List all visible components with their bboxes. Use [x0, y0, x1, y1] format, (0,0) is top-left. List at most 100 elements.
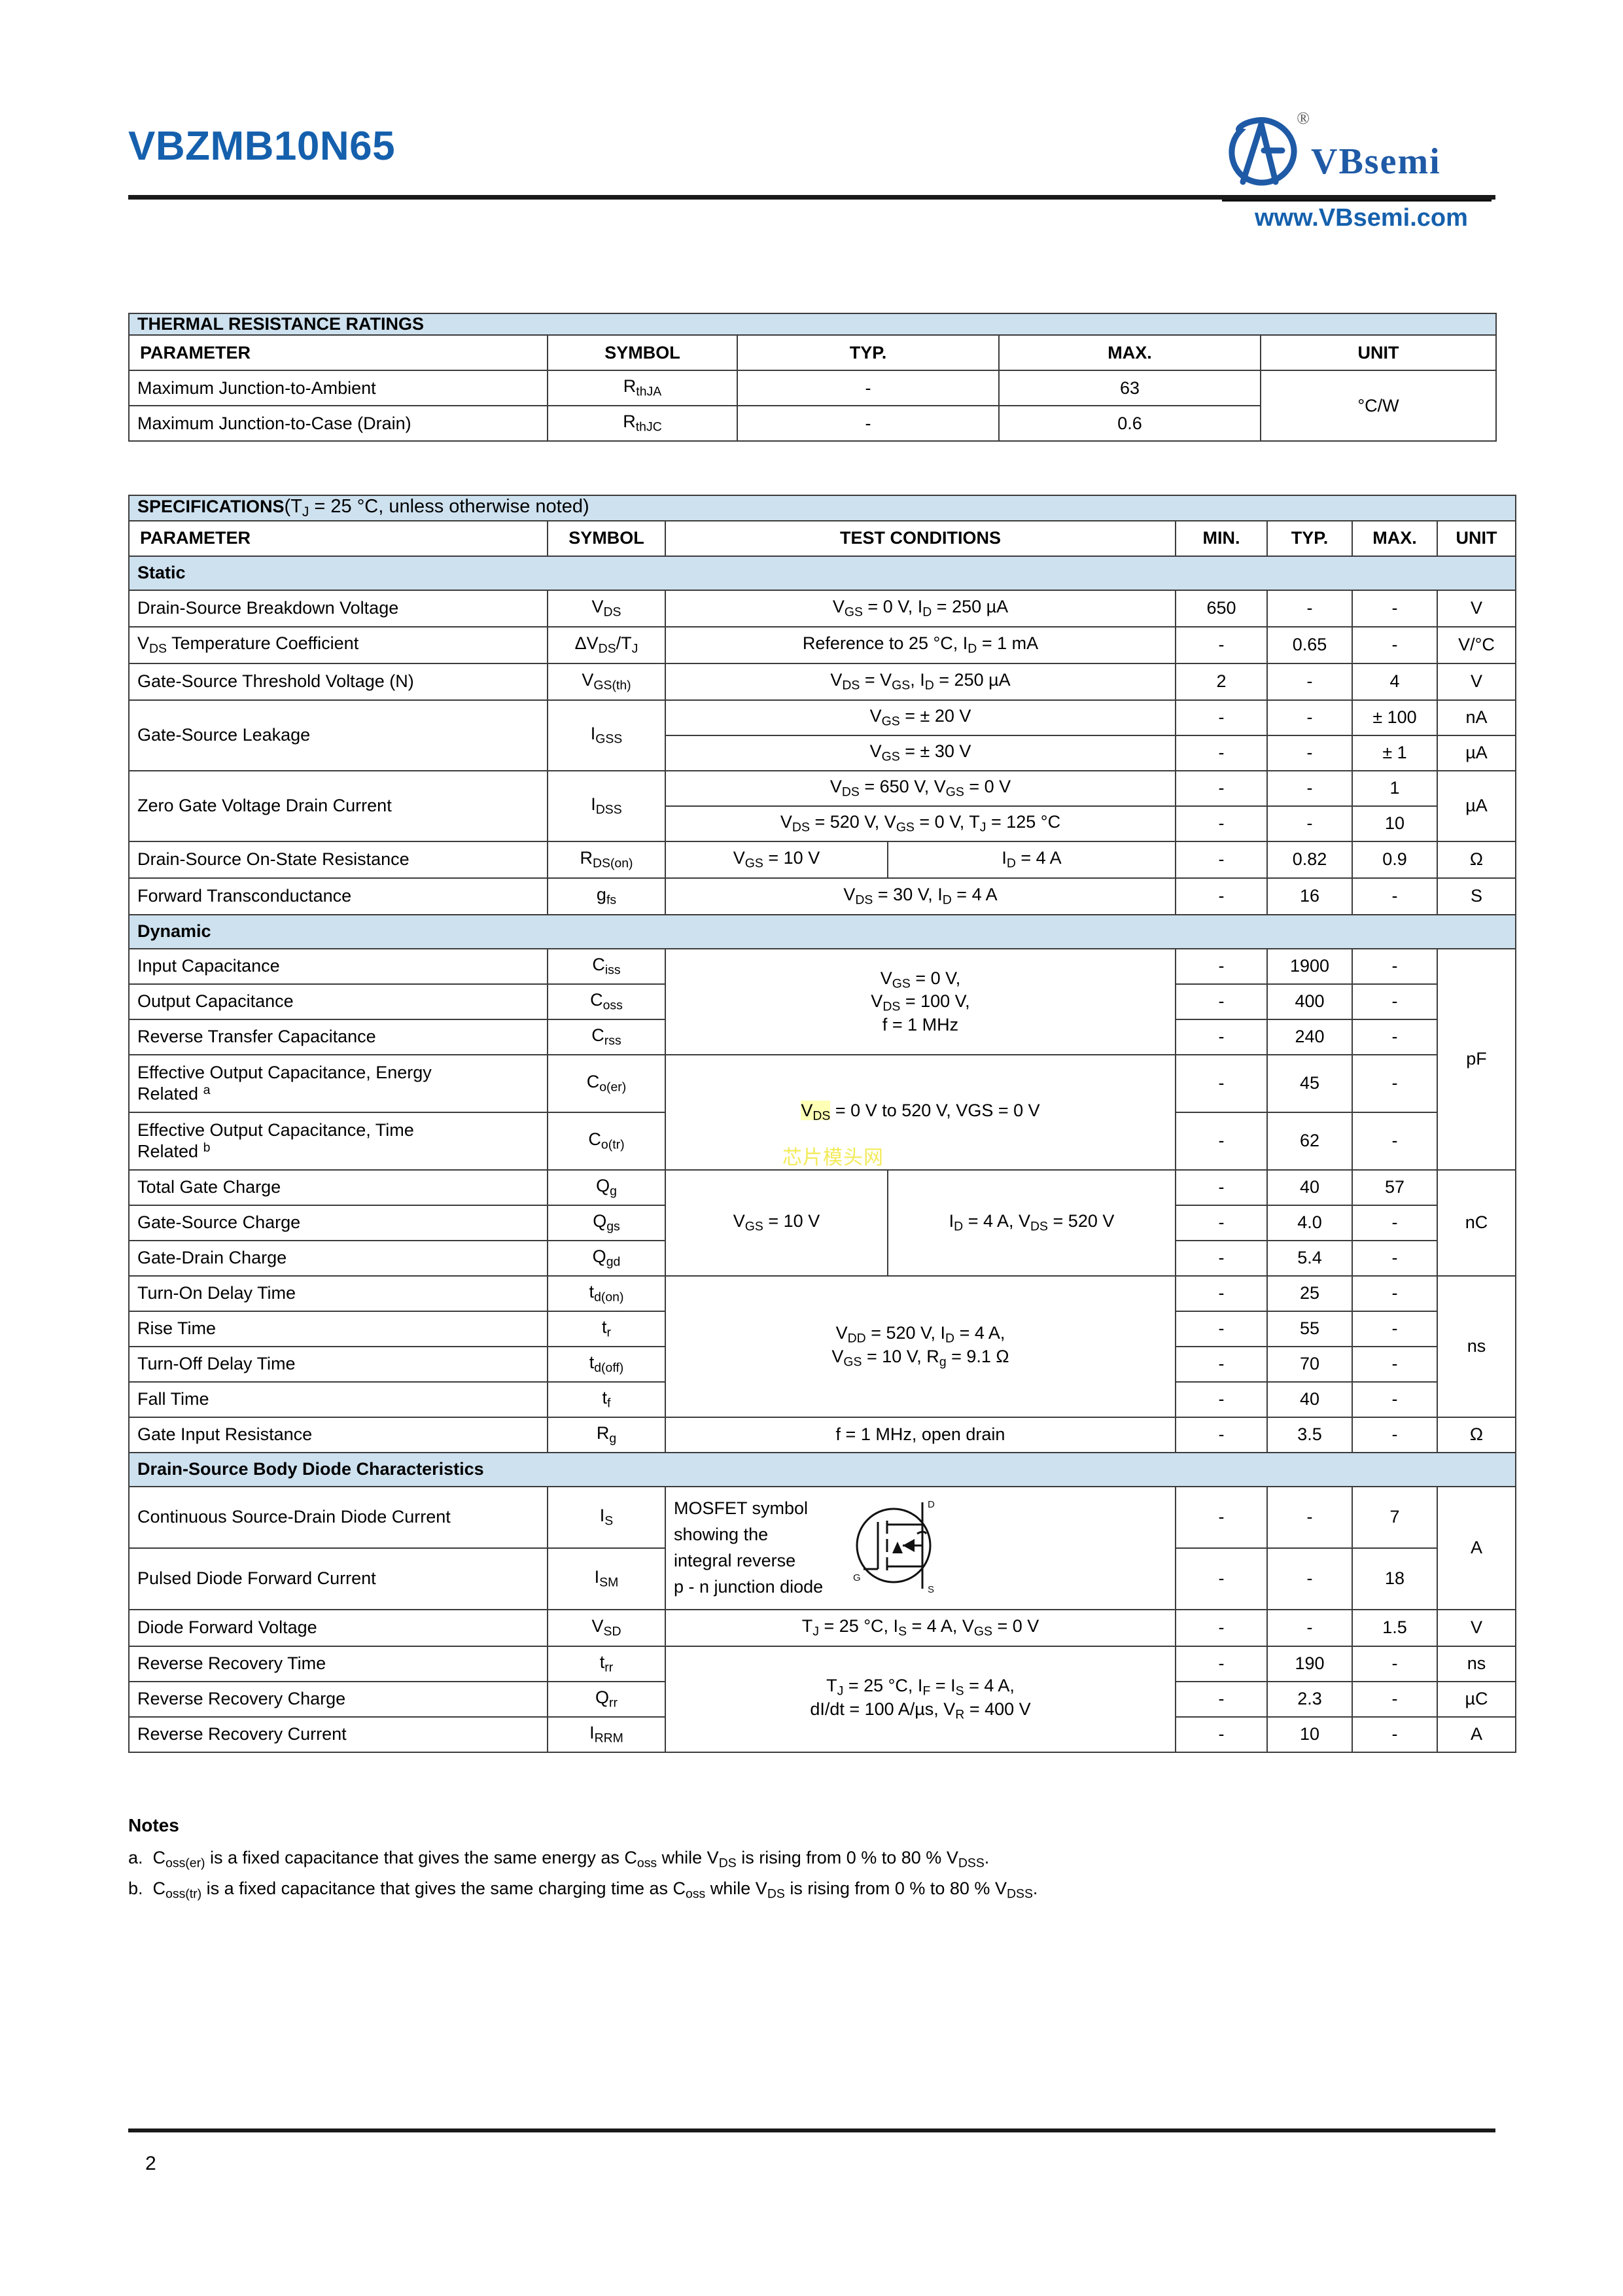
- symbol-vsd: VSD: [547, 1608, 666, 1647]
- col-max: MAX.: [1352, 520, 1438, 557]
- unit-charge: nC: [1436, 1169, 1517, 1277]
- cond-charge-id: ID = 4 A, VDS = 520 V: [887, 1169, 1176, 1277]
- col-unit: UNIT: [1436, 520, 1517, 557]
- unit-igss-20v: nA: [1436, 699, 1517, 736]
- max-ciss: -: [1352, 947, 1438, 985]
- table-row: Drain-Source On-State Resistance RDS(on)…: [128, 840, 1517, 879]
- min-igss-30v: -: [1175, 734, 1268, 771]
- max-qgd: -: [1352, 1239, 1438, 1277]
- table-row: Fall Time tf - 40 -: [128, 1381, 1516, 1418]
- table-header-row: PARAMETER SYMBOL TYP. MAX. UNIT: [128, 334, 1497, 371]
- typ-igss-20v: -: [1266, 699, 1353, 736]
- unit-bvdss: V: [1436, 589, 1517, 627]
- cond-switching: VDD = 520 V, ID = 4 A, VGS = 10 V, Rg = 9…: [665, 1275, 1176, 1418]
- table-row: Gate Input Resistance Rg f = 1 MHz, open…: [128, 1416, 1517, 1453]
- typ-qg: 40: [1266, 1169, 1353, 1206]
- max-gfs: -: [1352, 877, 1438, 915]
- col-parameter: PARAMETER: [128, 520, 548, 557]
- symbol-tr: tr: [547, 1310, 666, 1347]
- min-vds-tempco: -: [1175, 626, 1268, 664]
- table-row: Gate-Source Leakage IGSS VGS = ± 20 V - …: [128, 699, 1517, 771]
- min-coss: -: [1175, 983, 1268, 1020]
- param-vsd: Diode Forward Voltage: [128, 1608, 548, 1647]
- symbol-rthja: RthJA: [547, 370, 738, 406]
- registered-trademark-icon: ®: [1297, 109, 1310, 128]
- min-tdoff: -: [1175, 1345, 1268, 1383]
- page-number: 2: [145, 2153, 156, 2174]
- min-tdon: -: [1175, 1275, 1268, 1312]
- typ-qrr: 2.3: [1266, 1680, 1353, 1718]
- symbol-crss: Crss: [547, 1018, 666, 1055]
- cond-vgsth: VDS = VGS, ID = 250 µA: [665, 662, 1176, 701]
- notes-block: Notes a. Coss(er) is a fixed capacitance…: [128, 1811, 1495, 1906]
- typ-vsd: -: [1266, 1608, 1353, 1647]
- typ-cotr: 62: [1266, 1111, 1353, 1171]
- typ-tf: 40: [1266, 1381, 1353, 1418]
- param-irrm: Reverse Recovery Current: [128, 1716, 548, 1753]
- unit-igss-30v: µA: [1436, 734, 1517, 771]
- param-igss: Gate-Source Leakage: [128, 699, 548, 771]
- typ-bvdss: -: [1266, 589, 1353, 627]
- col-symbol: SYMBOL: [547, 520, 666, 557]
- table-row: Effective Output Capacitance, Time Relate…: [128, 1111, 1516, 1171]
- param-coss: Output Capacitance: [128, 983, 548, 1020]
- section-body-diode: Drain-Source Body Diode Characteristics: [128, 1451, 1517, 1487]
- max-coss: -: [1352, 983, 1438, 1020]
- unit-rg: Ω: [1436, 1416, 1517, 1453]
- unit-diode-current: A: [1436, 1485, 1517, 1610]
- typ-vds-tempco: 0.65: [1266, 626, 1353, 664]
- unit-rdson: Ω: [1436, 840, 1517, 879]
- param-coer: Effective Output Capacitance, Energy Rela…: [128, 1053, 548, 1113]
- param-qgs: Gate-Source Charge: [128, 1204, 548, 1241]
- typ-is: -: [1266, 1485, 1353, 1549]
- max-irrm: -: [1352, 1716, 1438, 1753]
- table-row: VGS = ± 30 V - - ± 1 µA: [129, 734, 1517, 771]
- min-tf: -: [1175, 1381, 1268, 1418]
- param-is: Continuous Source-Drain Diode Current: [128, 1485, 548, 1549]
- typ-crss: 240: [1266, 1018, 1353, 1055]
- max-vgsth: 4: [1352, 662, 1438, 701]
- table-row: Reverse Recovery Current IRRM - 10 - A: [128, 1716, 1517, 1753]
- max-ism: 18: [1352, 1547, 1438, 1610]
- notes-title: Notes: [128, 1815, 179, 1835]
- cond-bvdss: VGS = 0 V, ID = 250 µA: [665, 589, 1176, 627]
- param-crss: Reverse Transfer Capacitance: [128, 1018, 548, 1055]
- param-cotr: Effective Output Capacitance, Time Relate…: [128, 1111, 548, 1171]
- table-row: Turn-On Delay Time td(on) VDD = 520 V, I…: [128, 1275, 1517, 1418]
- param-qgd: Gate-Drain Charge: [128, 1239, 548, 1277]
- typ-ciss: 1900: [1266, 947, 1353, 985]
- table-row: VDS Temperature Coefficient ΔVDS/TJ Refe…: [128, 626, 1517, 664]
- param-gfs: Forward Transconductance: [128, 877, 548, 915]
- min-idss-650v: -: [1175, 769, 1268, 807]
- unit-vds-tempco: V/°C: [1436, 626, 1517, 664]
- table-row: Effective Output Capacitance, Energy Rela…: [128, 1053, 1516, 1171]
- unit-capacitance: pF: [1436, 947, 1517, 1171]
- symbol-is: IS: [547, 1485, 666, 1549]
- param-tf: Fall Time: [128, 1381, 548, 1418]
- max-qgs: -: [1352, 1204, 1438, 1241]
- max-qg: 57: [1352, 1169, 1438, 1206]
- table-row: Gate-Source Threshold Voltage (N) VGS(th…: [128, 662, 1517, 701]
- min-qrr: -: [1175, 1680, 1268, 1718]
- max-rg: -: [1352, 1416, 1438, 1453]
- symbol-rg: Rg: [547, 1416, 666, 1453]
- symbol-gfs: gfs: [547, 877, 666, 915]
- min-bvdss: 650: [1175, 589, 1268, 627]
- company-logo: ® VBsemi www.VBsemi.com: [1221, 105, 1495, 236]
- col-typ: TYP.: [1266, 520, 1353, 557]
- table-row: Pulsed Diode Forward Current ISM - - 18: [128, 1547, 1516, 1610]
- param-tdon: Turn-On Delay Time: [128, 1275, 548, 1312]
- header-divider: [128, 195, 1495, 200]
- table-row: Output Capacitance Coss - 400 -: [128, 983, 1516, 1020]
- table-row: Diode Forward Voltage VSD TJ = 25 °C, IS…: [128, 1608, 1517, 1647]
- thermal-table-title: THERMAL RESISTANCE RATINGS: [128, 313, 1497, 336]
- param-tr: Rise Time: [128, 1310, 548, 1347]
- min-qgd: -: [1175, 1239, 1268, 1277]
- symbol-idss: IDSS: [547, 769, 666, 842]
- min-coer: -: [1175, 1053, 1268, 1113]
- max-rdson: 0.9: [1352, 840, 1438, 879]
- unit-gfs: S: [1436, 877, 1517, 915]
- max-is: 7: [1352, 1485, 1438, 1549]
- svg-text:S: S: [928, 1584, 934, 1595]
